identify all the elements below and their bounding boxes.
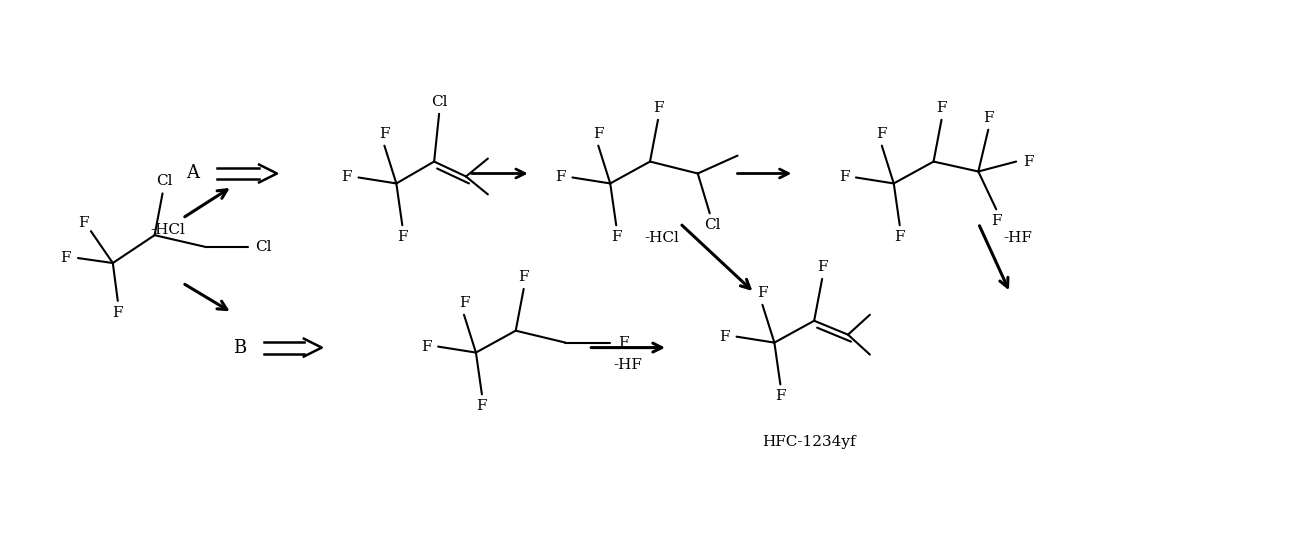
Text: F: F [476, 399, 487, 413]
Text: F: F [342, 171, 352, 185]
Text: F: F [720, 330, 730, 344]
Text: F: F [1022, 154, 1033, 168]
Text: B: B [233, 338, 247, 357]
Text: F: F [555, 171, 565, 185]
Text: Cl: Cl [704, 218, 721, 232]
Text: -HCl: -HCl [151, 223, 185, 237]
Text: F: F [839, 171, 850, 185]
Text: -HCl: -HCl [644, 231, 679, 245]
Text: A: A [186, 165, 199, 182]
Text: F: F [757, 286, 767, 300]
Text: F: F [113, 306, 123, 320]
Text: F: F [77, 216, 88, 230]
Text: F: F [991, 214, 1001, 228]
Text: F: F [877, 127, 888, 141]
Text: F: F [518, 270, 529, 284]
Text: F: F [380, 127, 390, 141]
Text: F: F [60, 251, 71, 265]
Text: F: F [593, 127, 603, 141]
Text: F: F [618, 336, 628, 350]
Text: F: F [817, 260, 827, 274]
Text: F: F [611, 230, 622, 244]
Text: Cl: Cl [255, 240, 271, 254]
Text: Cl: Cl [431, 95, 448, 109]
Text: Cl: Cl [156, 174, 173, 188]
Text: F: F [936, 101, 946, 115]
Text: F: F [421, 339, 432, 353]
Text: F: F [458, 296, 469, 310]
Text: F: F [397, 230, 407, 244]
Text: F: F [983, 111, 994, 125]
Text: -HF: -HF [614, 358, 643, 372]
Text: F: F [894, 230, 905, 244]
Text: -HF: -HF [1003, 231, 1031, 245]
Text: F: F [775, 390, 785, 404]
Text: F: F [653, 101, 664, 115]
Text: HFC-1234yf: HFC-1234yf [762, 435, 856, 449]
